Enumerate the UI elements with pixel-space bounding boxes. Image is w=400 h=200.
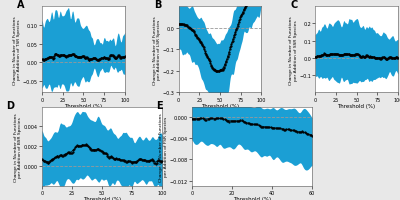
Text: A: A	[17, 0, 25, 10]
X-axis label: Threshold (%): Threshold (%)	[83, 197, 121, 200]
X-axis label: Threshold (%): Threshold (%)	[233, 197, 271, 200]
Y-axis label: Change in Number of Functions
per Addition of SSR Species: Change in Number of Functions per Additi…	[289, 16, 298, 84]
Y-axis label: Change in Number of Functions
per Addition of FSR Species: Change in Number of Functions per Additi…	[160, 112, 168, 181]
X-axis label: Threshold (%): Threshold (%)	[64, 104, 102, 108]
Text: E: E	[156, 101, 162, 111]
Y-axis label: Change in Number of Functions
per Addition of TSR Species: Change in Number of Functions per Additi…	[13, 16, 22, 84]
Text: C: C	[290, 0, 298, 10]
Text: B: B	[154, 0, 161, 10]
Y-axis label: Change in Number of Functions
per Addition of BSR Species: Change in Number of Functions per Additi…	[14, 112, 22, 181]
X-axis label: Threshold (%): Threshold (%)	[338, 104, 376, 108]
Text: D: D	[6, 101, 14, 111]
X-axis label: Threshold (%): Threshold (%)	[201, 104, 239, 108]
Y-axis label: Change in Number of Functions
per Addition of LSR Species: Change in Number of Functions per Additi…	[152, 16, 161, 84]
